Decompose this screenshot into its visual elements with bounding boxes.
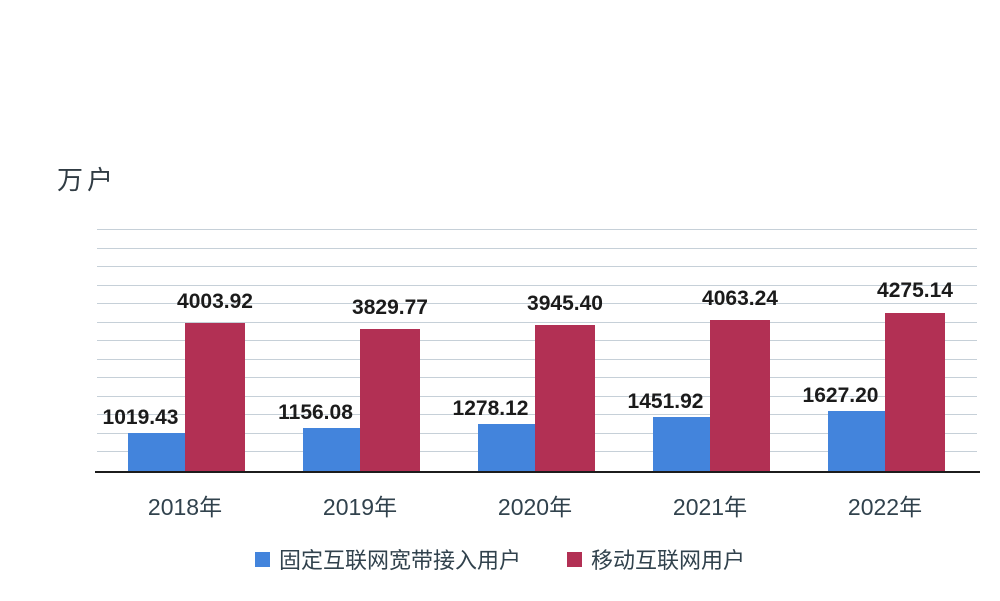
bar-value-label: 1627.20	[802, 383, 879, 407]
bar-series2-2021年	[710, 320, 770, 471]
x-axis-tick-row: 2018年 2019年 2020年 2021年 2022年	[97, 488, 977, 520]
legend-label: 固定互联网宽带接入用户	[278, 548, 521, 573]
bar-value-label: 1019.43	[102, 406, 179, 430]
bar-series2-2018年	[185, 322, 245, 471]
y-axis-unit-label: 万户	[57, 165, 118, 195]
bar-series1-2020年	[478, 423, 535, 471]
x-axis-tick-label: 2021年	[672, 494, 748, 520]
bar-value-label: 3945.40	[527, 291, 603, 315]
bar-value-label: 1278.12	[452, 396, 529, 420]
bar-series2-2019年	[360, 329, 420, 471]
legend-swatch-icon	[254, 551, 270, 567]
bar-value-label: 3829.77	[352, 295, 428, 319]
gridline	[97, 247, 977, 249]
bar-value-label: 4063.24	[702, 287, 778, 311]
bar-series1-2018年	[128, 433, 185, 471]
legend: 固定互联网宽带接入用户 移动互联网用户	[0, 543, 1000, 575]
plot-area: 1019.43 4003.92 1156.08 3829.77 1278.12 3945.…	[97, 229, 977, 471]
x-axis-tick-label: 2020年	[497, 494, 573, 520]
bar-value-label: 1451.92	[627, 390, 704, 414]
x-axis-tick-label: 2022年	[847, 494, 923, 520]
gridline	[97, 229, 977, 230]
legend-item-series2: 移动互联网用户	[567, 543, 745, 575]
legend-swatch-icon	[567, 551, 582, 567]
bar-value-label: 4003.92	[177, 289, 253, 313]
gridline	[97, 284, 977, 286]
gridline	[97, 321, 977, 323]
gridline	[97, 266, 977, 268]
legend-label: 移动互联网用户	[591, 548, 746, 573]
x-axis-line	[95, 471, 980, 473]
bar-value-label: 1156.08	[278, 401, 353, 425]
legend-item-series1: 固定互联网宽带接入用户	[254, 543, 521, 575]
x-axis-tick-label: 2019年	[322, 494, 398, 520]
bar-series2-2022年	[885, 312, 945, 471]
gridline	[97, 303, 977, 305]
bar-series1-2021年	[653, 417, 710, 471]
bar-value-label: 4275.14	[877, 279, 953, 303]
bar-series2-2020年	[535, 324, 595, 471]
x-axis-tick-label: 2018年	[147, 494, 223, 520]
bar-series1-2019年	[303, 428, 360, 471]
bar-series1-2022年	[828, 410, 885, 471]
